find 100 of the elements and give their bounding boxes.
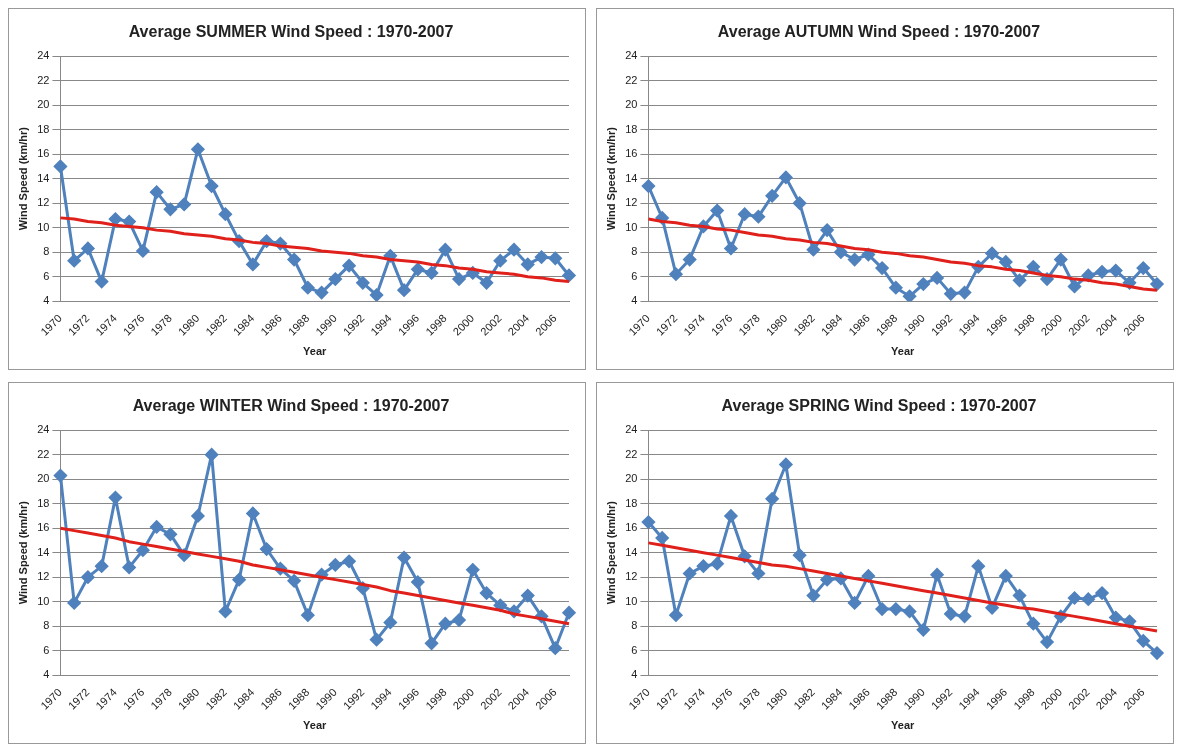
point: [683, 253, 697, 267]
point: [834, 245, 848, 259]
point: [260, 542, 274, 556]
point: [765, 189, 779, 203]
y-tick-label: 8: [43, 619, 50, 632]
point: [669, 267, 683, 281]
y-tick-label: 18: [37, 496, 50, 509]
point: [136, 244, 150, 258]
point: [1095, 265, 1109, 279]
point: [1040, 635, 1054, 649]
y-tick-label: 10: [625, 220, 638, 233]
y-tick-label: 22: [625, 73, 638, 86]
point: [1068, 591, 1082, 605]
point: [1136, 261, 1150, 275]
point: [411, 575, 425, 589]
y-tick-label: 16: [37, 521, 50, 534]
point: [452, 272, 466, 286]
point: [1123, 614, 1137, 628]
y-tick-label: 20: [625, 472, 638, 485]
point: [793, 196, 807, 210]
point: [53, 159, 67, 173]
point: [315, 286, 329, 300]
point: [67, 596, 81, 610]
y-tick-label: 16: [37, 147, 50, 160]
point: [779, 458, 793, 471]
point: [328, 272, 342, 286]
point: [480, 276, 494, 290]
point: [903, 289, 917, 302]
chart-title: Average WINTER Wind Speed : 1970-2007: [132, 397, 450, 415]
y-tick-label: 24: [625, 49, 638, 62]
point: [903, 604, 917, 618]
point: [191, 142, 205, 156]
point: [108, 491, 122, 505]
point: [848, 596, 862, 610]
y-tick-label: 4: [631, 294, 638, 307]
point: [1081, 592, 1095, 606]
point: [971, 559, 985, 573]
point: [342, 554, 356, 568]
point: [150, 185, 164, 199]
x-axis-title: Year: [891, 345, 916, 358]
y-tick-label: 6: [43, 643, 50, 656]
y-tick-label: 4: [43, 294, 50, 307]
point: [287, 574, 301, 588]
point: [916, 277, 930, 291]
y-tick-label: 24: [625, 423, 638, 436]
y-tick-label: 6: [631, 643, 638, 656]
y-tick-label: 8: [631, 245, 638, 258]
y-tick-label: 6: [43, 269, 50, 282]
point: [205, 179, 219, 193]
point: [81, 242, 95, 255]
point: [930, 271, 944, 285]
point: [696, 559, 710, 573]
y-tick-label: 22: [37, 73, 50, 86]
point: [466, 563, 480, 577]
point: [397, 551, 411, 565]
y-tick-label: 12: [37, 570, 50, 583]
point: [999, 569, 1013, 583]
point: [425, 636, 439, 650]
point: [944, 607, 958, 621]
point: [425, 266, 439, 280]
point: [1013, 273, 1027, 287]
point: [191, 509, 205, 523]
y-tick-label: 22: [37, 447, 50, 460]
point: [1150, 277, 1164, 291]
point: [861, 569, 875, 583]
point: [1081, 268, 1095, 282]
point: [806, 589, 820, 603]
point: [67, 254, 81, 268]
point: [507, 243, 521, 257]
point: [655, 531, 669, 545]
y-tick-label: 10: [37, 220, 50, 233]
y-tick-label: 4: [631, 668, 638, 681]
point: [548, 251, 562, 265]
chart-title: Average SUMMER Wind Speed : 1970-2007: [128, 23, 454, 41]
y-tick-label: 6: [631, 269, 638, 282]
point: [1150, 646, 1164, 660]
point: [751, 567, 765, 580]
point: [669, 608, 683, 622]
point: [205, 448, 219, 462]
point: [370, 633, 384, 647]
x-axis-title: Year: [303, 345, 328, 358]
point: [1136, 634, 1150, 648]
y-tick-label: 12: [625, 196, 638, 209]
point: [493, 254, 507, 268]
point: [246, 506, 260, 520]
y-tick-label: 12: [37, 196, 50, 209]
y-tick-label: 24: [37, 49, 50, 62]
point: [1026, 617, 1040, 631]
point: [535, 250, 549, 264]
point: [710, 557, 724, 571]
point: [370, 288, 384, 302]
y-tick-label: 14: [37, 545, 50, 558]
y-tick-label: 10: [625, 594, 638, 607]
point: [793, 548, 807, 562]
point: [806, 243, 820, 257]
y-tick-label: 18: [625, 496, 638, 509]
y-tick-label: 16: [625, 521, 638, 534]
point: [820, 573, 834, 587]
point: [411, 262, 425, 276]
point: [999, 255, 1013, 269]
